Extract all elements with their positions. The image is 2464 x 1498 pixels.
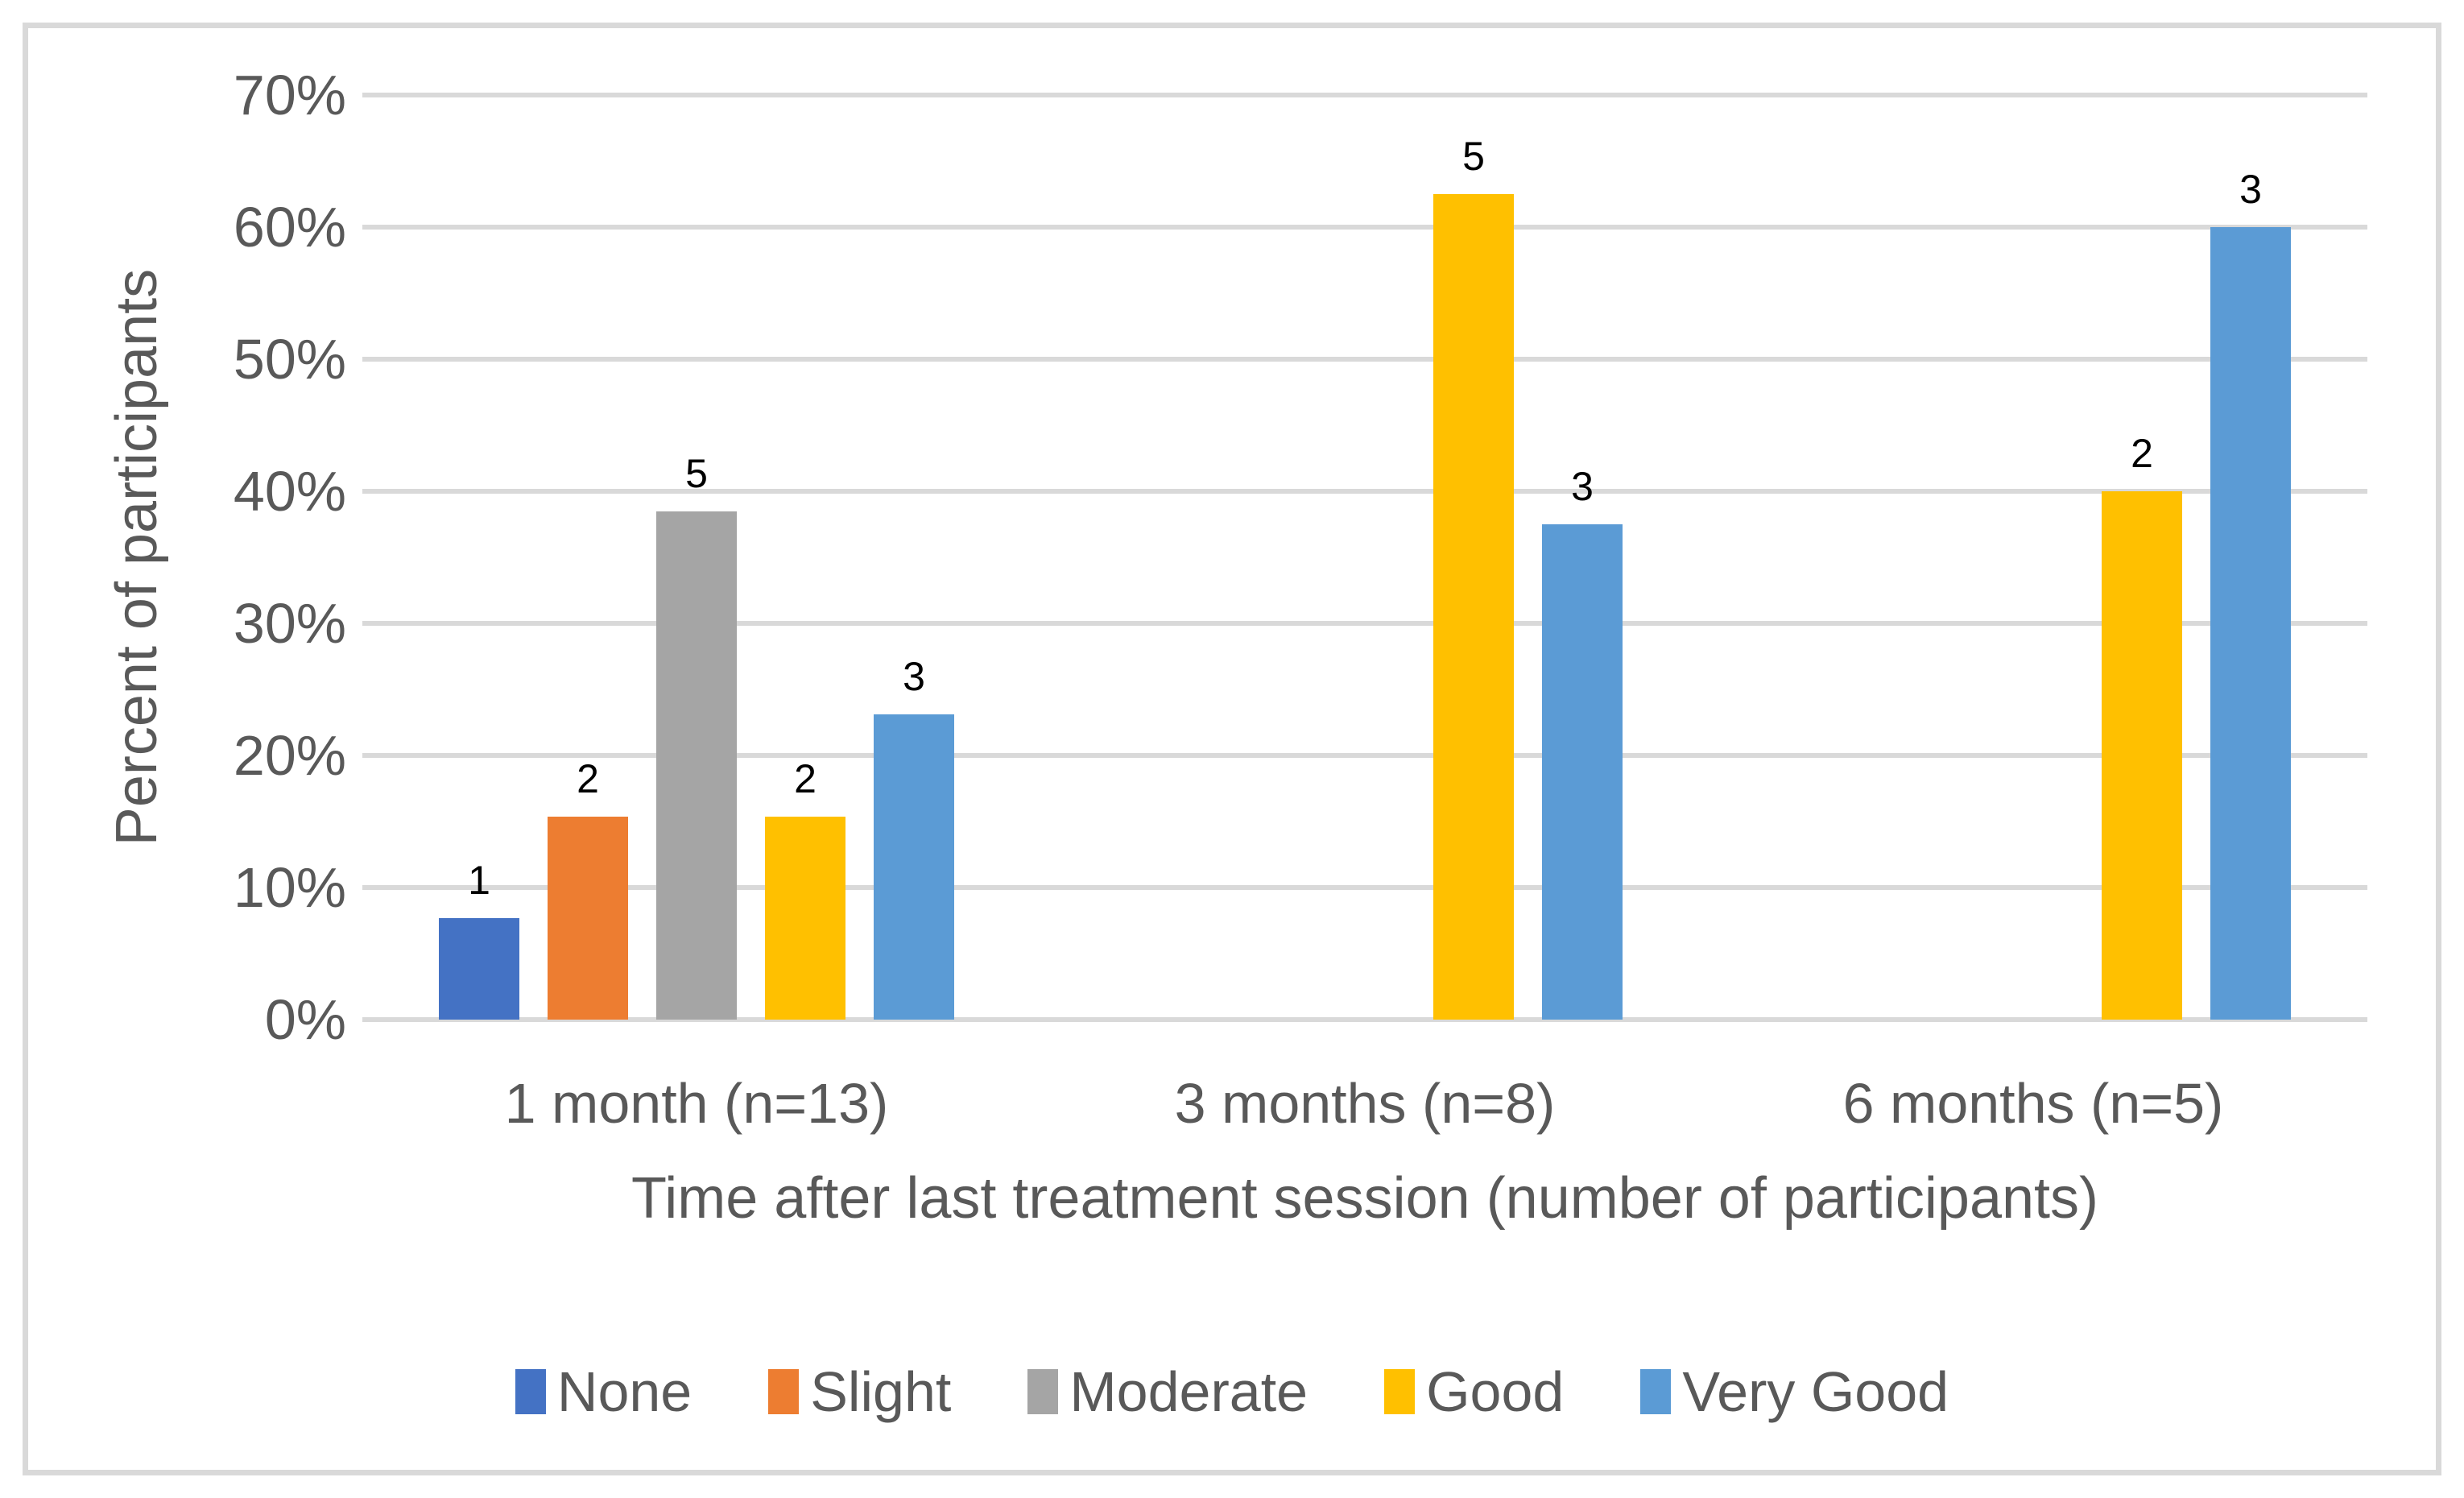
legend-swatch-icon <box>1640 1369 1672 1414</box>
y-tick-label: 50% <box>233 328 346 391</box>
x-axis-category-label: 3 months (n=8) <box>1174 1072 1556 1135</box>
y-tick-label: 70% <box>233 64 346 126</box>
bar-data-label: 5 <box>685 451 708 497</box>
gridline-10% <box>362 885 2367 890</box>
legend-item-moderate: Moderate <box>1027 1359 1308 1424</box>
bar-moderate-1 <box>656 511 737 1020</box>
legend-swatch-icon <box>1027 1369 1059 1414</box>
y-tick-label: 0% <box>264 988 346 1051</box>
legend-swatch-icon <box>768 1369 800 1414</box>
bar-data-label: 2 <box>794 755 817 801</box>
y-tick-label: 40% <box>233 460 346 523</box>
y-tick-label: 20% <box>233 724 346 787</box>
legend-swatch-icon <box>1384 1369 1416 1414</box>
bar-data-label: 5 <box>1462 134 1485 179</box>
y-tick-label: 10% <box>233 856 346 919</box>
gridline-0% <box>362 1017 2367 1022</box>
legend-label: None <box>556 1360 692 1423</box>
bar-data-label: 2 <box>2131 431 2153 476</box>
legend-item-very-good: Very Good <box>1640 1359 1949 1424</box>
legend-label: Moderate <box>1069 1360 1308 1423</box>
x-axis-category-label: 6 months (n=5) <box>1842 1072 2224 1135</box>
bar-data-label: 2 <box>577 755 599 801</box>
legend-item-slight: Slight <box>768 1359 951 1424</box>
legend-item-none: None <box>515 1359 692 1424</box>
legend-label: Good <box>1426 1360 1565 1423</box>
gridline-70% <box>362 93 2367 97</box>
x-axis-category-label: 1 month (n=13) <box>504 1072 889 1135</box>
bar-good-2 <box>1433 194 1514 1020</box>
bar-slight-1 <box>548 816 628 1020</box>
gridline-20% <box>362 753 2367 758</box>
bar-very-good-1 <box>874 714 954 1020</box>
bar-good-1 <box>765 816 845 1020</box>
gridline-30% <box>362 621 2367 626</box>
bar-none-1 <box>439 917 519 1020</box>
bar-data-label: 3 <box>903 654 925 700</box>
bar-very-good-3 <box>2210 227 2291 1020</box>
bar-data-label: 3 <box>1571 464 1594 509</box>
legend-label: Slight <box>810 1360 952 1423</box>
legend-item-good: Good <box>1384 1359 1564 1424</box>
gridline-40% <box>362 489 2367 494</box>
gridline-60% <box>362 225 2367 230</box>
legend-label: Very Good <box>1682 1360 1949 1423</box>
bar-very-good-2 <box>1542 524 1623 1020</box>
legend-swatch-icon <box>515 1369 546 1414</box>
x-axis-title: Time after last treatment session (numbe… <box>630 1166 2099 1231</box>
legend: None Slight Moderate Good Very Good <box>0 1359 2464 1424</box>
y-tick-label: 60% <box>233 196 346 259</box>
gridline-50% <box>362 357 2367 362</box>
bar-data-label: 3 <box>2239 167 2262 212</box>
y-tick-label: 30% <box>233 592 346 655</box>
chart-frame <box>23 23 2441 1475</box>
bar-data-label: 1 <box>468 857 490 903</box>
bar-good-3 <box>2102 491 2182 1020</box>
